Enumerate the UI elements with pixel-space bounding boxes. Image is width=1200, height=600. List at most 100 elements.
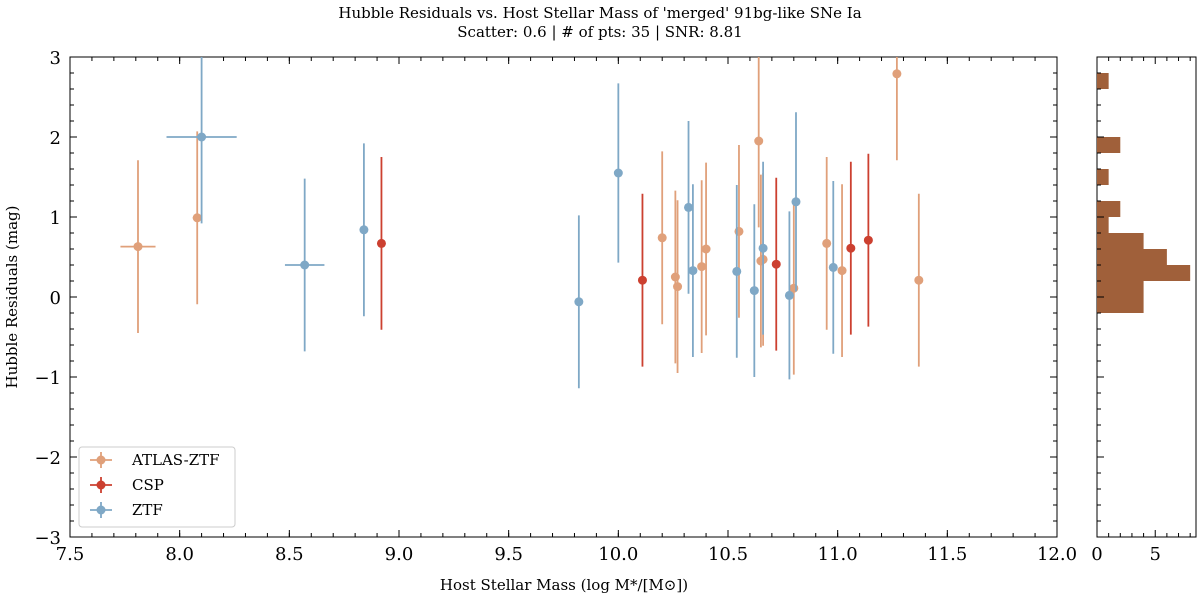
histogram-bar [1097, 265, 1191, 281]
y-tick-label: −2 [34, 448, 61, 469]
marker [822, 238, 832, 248]
legend: ATLAS-ZTF CSP ZTF [78, 446, 236, 528]
marker [732, 266, 742, 276]
marker [892, 69, 902, 79]
hist-x-tick-label: 5 [1150, 544, 1161, 565]
data-points [120, 57, 924, 389]
marker [376, 238, 386, 248]
data-point-atlas-ztf [673, 200, 683, 373]
marker [828, 262, 838, 272]
marker [771, 259, 781, 269]
data-point-ztf [613, 83, 623, 263]
histogram-bar [1097, 201, 1121, 217]
x-axis-label: Host Stellar Mass (log M*/[M⊙]) [440, 576, 688, 594]
marker [574, 297, 584, 307]
marker [133, 242, 143, 252]
data-point-atlas-ztf [670, 190, 680, 364]
y-tick-label: −3 [34, 528, 61, 549]
legend-swatch-marker [96, 480, 106, 490]
data-point-ztf [732, 185, 742, 358]
x-tick-label: 9.5 [494, 544, 523, 565]
marker [701, 244, 711, 254]
data-point-atlas-ztf [914, 193, 924, 367]
x-tick-label: 8.5 [275, 544, 304, 565]
marker [670, 272, 680, 282]
legend-label-ztf: ZTF [132, 501, 163, 519]
histogram-bar [1097, 297, 1144, 313]
data-point-atlas-ztf [192, 131, 202, 305]
hist-x-tick-label: 0 [1091, 544, 1102, 565]
chart-title: Hubble Residuals vs. Host Stellar Mass o… [338, 4, 861, 22]
marker [613, 168, 623, 178]
data-point-atlas-ztf [120, 160, 156, 333]
marker [684, 202, 694, 212]
data-point-atlas-ztf [754, 57, 764, 228]
main-plot-area: 7.5 8.0 8.5 9.0 9.5 10.0 10.5 11.0 11.5 12.0 −3 −2 −… [34, 48, 1077, 565]
data-point-atlas-ztf [697, 180, 707, 353]
marker [734, 226, 744, 236]
marker [754, 136, 764, 146]
marker [192, 213, 202, 223]
y-tick-label: −1 [34, 368, 61, 389]
histogram-bar [1097, 249, 1167, 265]
marker [749, 286, 759, 296]
data-point-ztf [758, 161, 768, 335]
data-point-ztf [688, 184, 698, 357]
marker [846, 243, 856, 253]
marker [688, 266, 698, 276]
x-tick-label: 11.0 [818, 544, 858, 565]
histogram-bar [1097, 137, 1121, 153]
data-point-atlas-ztf [701, 162, 711, 336]
data-point-ztf [684, 121, 694, 294]
marker [914, 275, 924, 285]
data-point-atlas-ztf [734, 145, 744, 318]
y-tick-label: 1 [50, 208, 61, 229]
data-point-csp [846, 161, 856, 335]
legend-swatch-marker [96, 455, 106, 465]
marker [697, 262, 707, 272]
marker [359, 225, 369, 235]
marker [673, 282, 683, 292]
data-point-atlas-ztf [837, 184, 847, 357]
marker [758, 243, 768, 253]
data-point-csp [771, 177, 781, 351]
x-tick-label: 9.0 [385, 544, 414, 565]
data-point-ztf [284, 178, 325, 352]
data-point-csp [863, 153, 873, 327]
histogram-bar [1097, 233, 1144, 249]
data-point-ztf [784, 211, 794, 380]
data-point-ztf [359, 143, 369, 317]
data-point-ztf [749, 204, 759, 377]
x-tick-label: 11.5 [927, 544, 967, 565]
y-axis-label: Hubble Residuals (mag) [3, 206, 21, 389]
legend-box [78, 446, 236, 528]
data-point-ztf [791, 112, 801, 292]
marker [637, 275, 647, 285]
marker [784, 290, 794, 300]
legend-label-csp: CSP [132, 476, 164, 494]
marker [863, 235, 873, 245]
legend-swatch-marker [96, 505, 106, 515]
data-point-atlas-ztf [892, 57, 902, 161]
legend-label-atlas-ztf: ATLAS-ZTF [131, 451, 220, 469]
data-point-ztf [574, 215, 584, 389]
marker [791, 197, 801, 207]
x-tick-label: 10.5 [708, 544, 748, 565]
y-tick-label: 2 [50, 128, 61, 149]
x-tick-label: 12.0 [1037, 544, 1077, 565]
histogram-bar [1097, 281, 1144, 297]
data-point-ztf [828, 181, 838, 354]
y-tick-label: 0 [50, 288, 61, 309]
histogram-bar [1097, 217, 1109, 233]
y-tick-label: 3 [50, 48, 61, 69]
data-point-ztf [166, 57, 237, 224]
marker [300, 260, 310, 270]
data-point-csp [376, 157, 386, 330]
histogram-bar [1097, 73, 1109, 89]
marker [197, 132, 207, 142]
histogram-bar [1097, 169, 1109, 185]
marker [657, 233, 667, 243]
x-tick-label: 10.0 [598, 544, 638, 565]
